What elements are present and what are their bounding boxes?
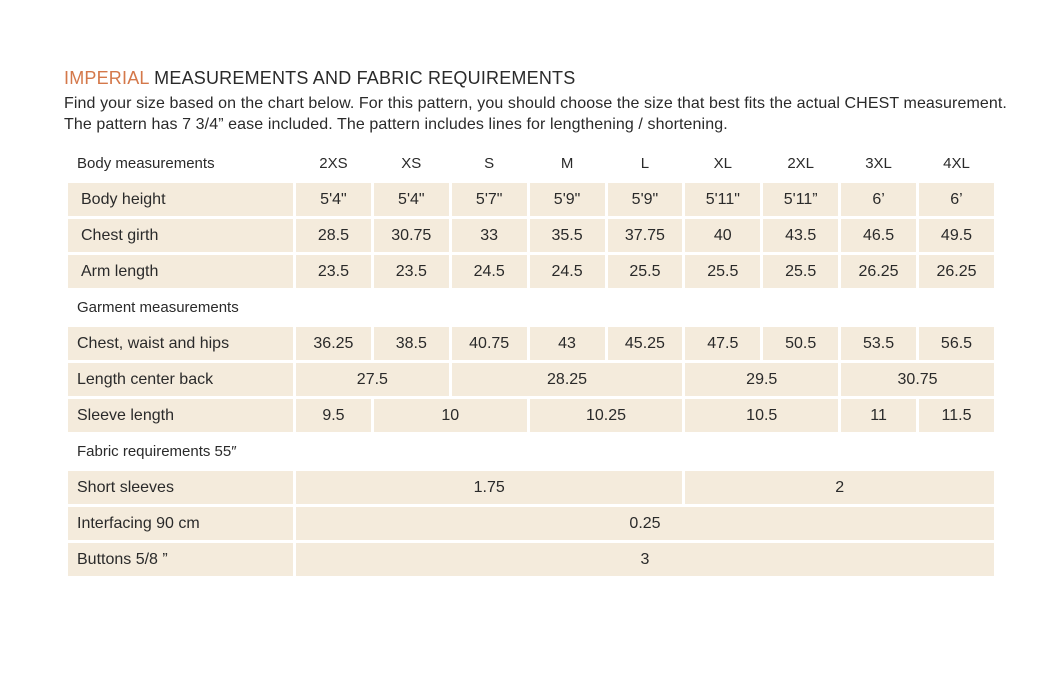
table-cell: 43 (529, 327, 605, 360)
table-cell: 24.5 (451, 255, 527, 288)
row-label-chest-waist-hips: Chest, waist and hips (68, 327, 293, 360)
body-measurements-heading: Body measurements (77, 155, 215, 172)
size-2xl: 2XL (787, 155, 815, 172)
table-cell: 5'9" (607, 183, 683, 216)
row-label-sleeve-length: Sleeve length (68, 399, 293, 432)
table-row: Chest girth 28.5 30.75 33 35.5 37.75 40 … (68, 219, 994, 252)
table-cell: 1.75 (296, 471, 683, 504)
intro-text: Find your size based on the chart below.… (64, 95, 1007, 133)
table-cell: 10.5 (685, 399, 839, 432)
size-xl: XL (713, 155, 732, 172)
table-cell: 53.5 (841, 327, 916, 360)
table-cell: 38.5 (373, 327, 449, 360)
table-cell: 2 (685, 471, 994, 504)
size-header-row: Body measurements 2XS XS S M L XL 2XL 3X… (68, 147, 994, 180)
table-cell: 25.5 (763, 255, 839, 288)
table-cell: 3 (296, 543, 994, 576)
table-cell: 28.25 (451, 363, 683, 396)
table-cell: 0.25 (296, 507, 994, 540)
row-label-body-height: Body height (68, 183, 293, 216)
table-cell: 9.5 (296, 399, 371, 432)
table-cell: 27.5 (296, 363, 449, 396)
table-cell: 30.75 (373, 219, 449, 252)
table-cell: 36.25 (296, 327, 371, 360)
table-cell: 30.75 (841, 363, 994, 396)
table-cell: 43.5 (763, 219, 839, 252)
table-cell: 5'4" (373, 183, 449, 216)
table-row: Sleeve length 9.5 10 10.25 10.5 11 11.5 (68, 399, 994, 432)
table-cell: 47.5 (685, 327, 761, 360)
table-cell: 33 (451, 219, 527, 252)
table-cell: 6’ (919, 183, 994, 216)
row-label-buttons: Buttons 5/8 ” (68, 543, 293, 576)
section-header-row: Garment measurements (68, 291, 994, 324)
table-cell: 26.25 (919, 255, 994, 288)
size-s: S (484, 155, 495, 172)
table-cell: 23.5 (296, 255, 371, 288)
table-cell: 25.5 (685, 255, 761, 288)
fabric-requirements-heading: Fabric requirements 55″ (77, 443, 237, 460)
table-cell: 6’ (841, 183, 916, 216)
table-cell: 24.5 (529, 255, 605, 288)
table-cell: 37.75 (607, 219, 683, 252)
table-row: Arm length 23.5 23.5 24.5 24.5 25.5 25.5… (68, 255, 994, 288)
row-label-chest-girth: Chest girth (68, 219, 293, 252)
row-label-short-sleeves: Short sleeves (68, 471, 293, 504)
table-cell: 23.5 (373, 255, 449, 288)
size-chart-table: Body measurements 2XS XS S M L XL 2XL 3X… (65, 144, 997, 579)
title-accent: IMPERIAL (64, 68, 149, 88)
table-row: Body height 5'4" 5'4" 5'7" 5'9" 5'9" 5'1… (68, 183, 994, 216)
row-label-interfacing: Interfacing 90 cm (68, 507, 293, 540)
size-3xl: 3XL (865, 155, 892, 172)
row-label-arm-length: Arm length (68, 255, 293, 288)
table-cell: 29.5 (685, 363, 839, 396)
size-2xs: 2XS (319, 155, 348, 172)
table-cell: 40.75 (451, 327, 527, 360)
page-title: IMPERIAL MEASUREMENTS AND FABRIC REQUIRE… (64, 68, 575, 89)
title-rest: MEASUREMENTS AND FABRIC REQUIREMENTS (148, 68, 576, 88)
table-cell: 28.5 (296, 219, 371, 252)
table-cell: 5'11" (685, 183, 761, 216)
size-m: M (560, 155, 574, 172)
table-cell: 40 (685, 219, 761, 252)
table-cell: 5'4" (296, 183, 371, 216)
table-cell: 46.5 (841, 219, 916, 252)
table-cell: 10 (373, 399, 527, 432)
table-cell: 49.5 (919, 219, 994, 252)
table-row: Interfacing 90 cm 0.25 (68, 507, 994, 540)
table-cell: 11.5 (919, 399, 994, 432)
table-cell: 56.5 (919, 327, 994, 360)
garment-measurements-heading: Garment measurements (77, 299, 239, 316)
table-cell: 5'11” (763, 183, 839, 216)
size-l: L (640, 155, 650, 172)
table-cell: 45.25 (607, 327, 683, 360)
table-cell: 50.5 (763, 327, 839, 360)
table-row: Chest, waist and hips 36.25 38.5 40.75 4… (68, 327, 994, 360)
table-row: Buttons 5/8 ” 3 (68, 543, 994, 576)
size-4xl: 4XL (943, 155, 970, 172)
table-cell: 35.5 (529, 219, 605, 252)
section-header-row: Fabric requirements 55″ (68, 435, 994, 468)
table-cell: 5'9" (529, 183, 605, 216)
table-cell: 10.25 (529, 399, 683, 432)
table-cell: 26.25 (841, 255, 916, 288)
size-xs: XS (401, 155, 422, 172)
table-cell: 5'7" (451, 183, 527, 216)
table-row: Short sleeves 1.75 2 (68, 471, 994, 504)
table-cell: 11 (841, 399, 916, 432)
table-cell: 25.5 (607, 255, 683, 288)
row-label-length-center-back: Length center back (68, 363, 293, 396)
table-row: Length center back 27.5 28.25 29.5 30.75 (68, 363, 994, 396)
